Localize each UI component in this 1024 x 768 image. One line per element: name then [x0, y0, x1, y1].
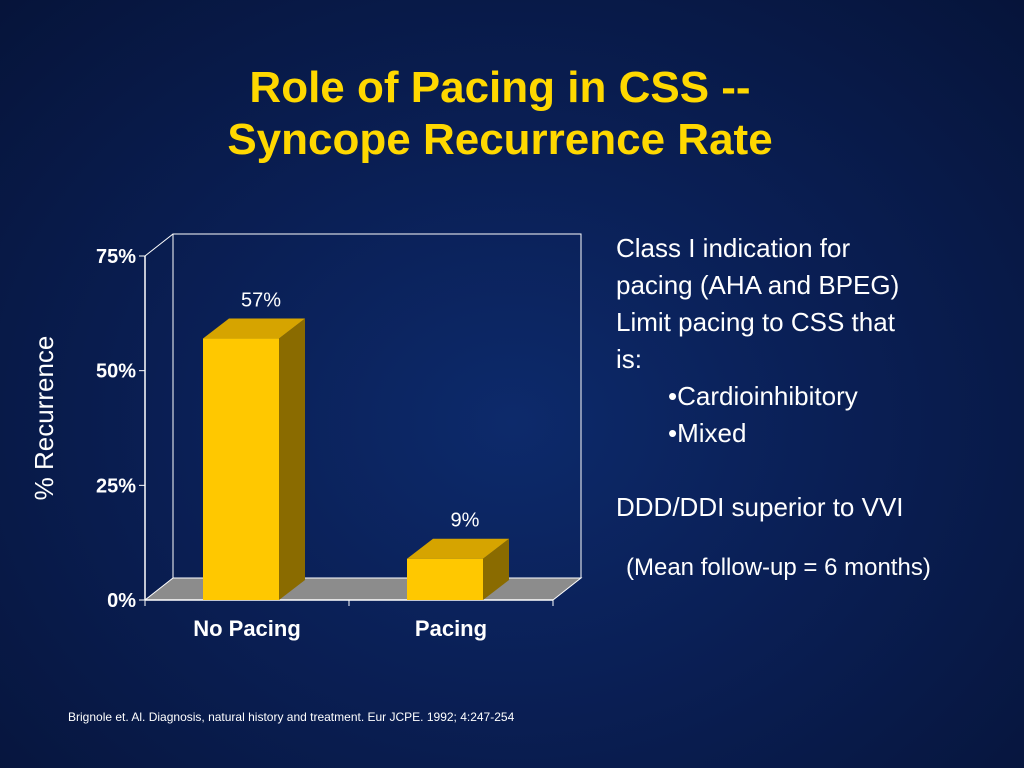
y-tick-label: 75%: [96, 246, 136, 268]
info-line-1: Class I indication for: [616, 233, 851, 263]
bar-front-face: [203, 338, 279, 600]
x-category-label: No Pacing: [193, 616, 301, 641]
bullet-mixed: •Mixed: [668, 418, 747, 448]
slide-title-line-2: Syncope Recurrence Rate: [227, 115, 773, 164]
info-text-panel: Class I indication for pacing (AHA and B…: [616, 230, 996, 526]
chart-labels: % Recurrence 57% No Pacing 9% Pacing: [29, 290, 487, 641]
slide-title: Role of Pacing in CSS -- Syncope Recurre…: [0, 62, 1000, 166]
info-line-3: Limit pacing to CSS that: [616, 307, 895, 337]
data-label: 9%: [451, 510, 480, 532]
bar-no-pacing: [203, 318, 305, 600]
slide-title-line-1: Role of Pacing in CSS --: [249, 63, 751, 112]
chart-side-edge-top: [144, 233, 174, 257]
x-category-label: Pacing: [415, 616, 487, 641]
info-line-2: pacing (AHA and BPEG): [616, 270, 900, 300]
bar-chart: 0% 25% 50% 75% % Recurrence 57% No Pacing 9% Pa…: [29, 233, 582, 641]
bar-side-face: [483, 538, 509, 600]
info-line-4: is:: [616, 344, 642, 374]
spacer: [616, 452, 996, 489]
y-axis-ticks: 0% 25% 50% 75%: [96, 246, 145, 612]
bullet-cardioinhibitory: •Cardioinhibitory: [668, 381, 858, 411]
bar-top-face: [203, 318, 305, 339]
y-axis-title: % Recurrence: [29, 336, 59, 501]
bar-pacing: [407, 538, 509, 600]
followup-note: (Mean follow-up = 6 months): [626, 554, 931, 581]
bar-top-face: [407, 538, 509, 559]
data-label: 57%: [241, 290, 281, 312]
y-tick-label: 0%: [107, 590, 136, 612]
chart-back-wall: [172, 233, 582, 579]
y-tick-label: 25%: [96, 475, 136, 497]
bar-side-face: [279, 318, 305, 600]
citation: Brignole et. Al. Diagnosis, natural hist…: [68, 710, 515, 724]
bar-front-face: [407, 558, 483, 600]
conclusion-text: DDD/DDI superior to VVI: [616, 492, 904, 522]
y-tick-label: 50%: [96, 361, 136, 383]
chart-bars: [203, 318, 509, 600]
